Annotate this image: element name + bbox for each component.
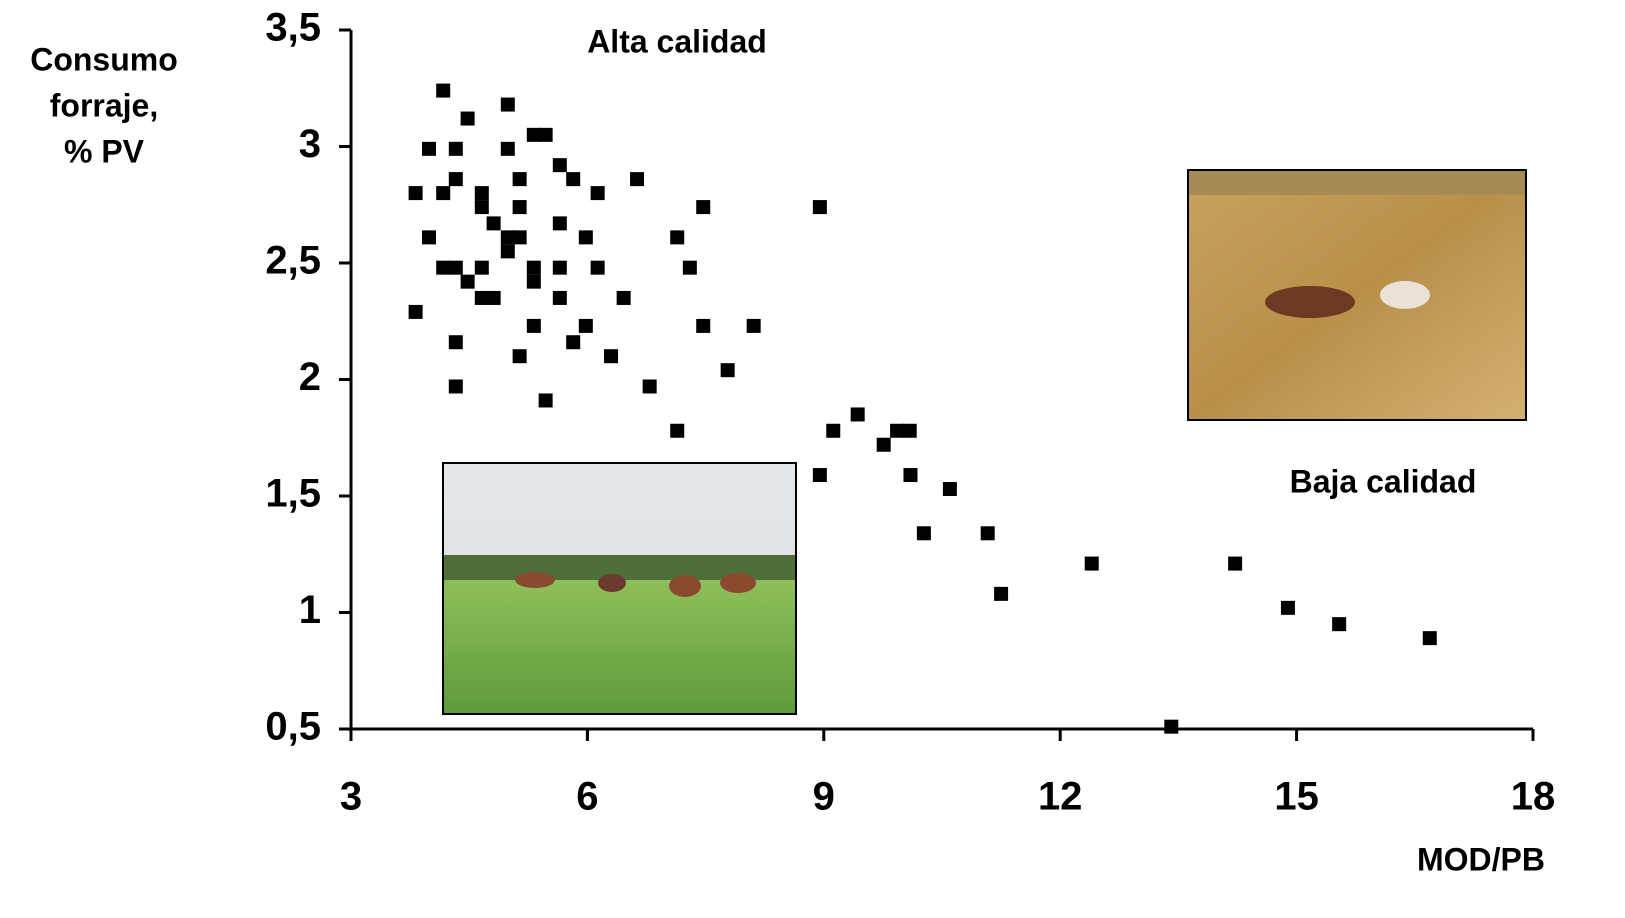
- point: [526, 318, 541, 333]
- y-tick-label: 3,5: [265, 6, 321, 50]
- point: [500, 244, 515, 259]
- point: [994, 586, 1009, 601]
- point: [890, 423, 905, 438]
- point: [812, 200, 827, 215]
- y-axis-label: forraje,: [50, 87, 158, 123]
- point: [408, 186, 423, 201]
- x-tick-label: 6: [576, 775, 598, 819]
- point: [552, 158, 567, 173]
- point: [980, 526, 995, 541]
- point: [552, 260, 567, 275]
- point: [616, 290, 631, 305]
- point: [1228, 556, 1243, 571]
- point: [590, 186, 605, 201]
- y-tick-label: 3: [299, 122, 321, 166]
- point: [566, 335, 581, 350]
- point: [500, 230, 515, 245]
- point: [526, 127, 541, 142]
- point: [538, 393, 553, 408]
- point: [512, 200, 527, 215]
- y-tick-label: 1: [299, 588, 321, 632]
- point: [850, 407, 865, 422]
- point: [696, 318, 711, 333]
- point: [460, 274, 475, 289]
- point: [642, 379, 657, 394]
- point: [526, 274, 541, 289]
- point: [916, 526, 931, 541]
- point: [876, 437, 891, 452]
- y-axis-label: Consumo: [30, 41, 178, 77]
- point: [422, 230, 437, 245]
- point: [812, 468, 827, 483]
- x-tick-label: 9: [813, 775, 835, 819]
- point: [942, 482, 957, 497]
- point: [552, 290, 567, 305]
- point: [474, 200, 489, 215]
- point: [630, 172, 645, 187]
- point: [670, 230, 685, 245]
- point: [604, 349, 619, 364]
- point: [696, 200, 711, 215]
- y-tick-label: 2,5: [265, 239, 321, 283]
- point: [512, 230, 527, 245]
- point: [448, 335, 463, 350]
- point: [720, 363, 735, 378]
- x-tick-label: 3: [340, 775, 362, 819]
- point: [448, 379, 463, 394]
- x-tick-label: 18: [1511, 775, 1556, 819]
- point: [474, 260, 489, 275]
- point: [578, 318, 593, 333]
- point: [474, 290, 489, 305]
- point: [500, 97, 515, 112]
- annotation: Baja calidad: [1290, 463, 1477, 499]
- point: [422, 141, 437, 156]
- point: [566, 172, 581, 187]
- point: [1422, 631, 1437, 646]
- point: [436, 260, 451, 275]
- point: [903, 468, 918, 483]
- photo-dry-pasture: [1187, 169, 1527, 421]
- annotation: Alta calidad: [587, 23, 767, 59]
- point: [1280, 600, 1295, 615]
- point: [526, 260, 541, 275]
- y-tick-label: 0,5: [265, 705, 321, 749]
- point: [746, 318, 761, 333]
- point: [486, 216, 501, 231]
- point: [512, 349, 527, 364]
- y-axis-label: % PV: [64, 133, 145, 169]
- point: [552, 216, 567, 231]
- point: [512, 172, 527, 187]
- point: [448, 141, 463, 156]
- point: [500, 141, 515, 156]
- point: [448, 172, 463, 187]
- x-tick-label: 12: [1038, 775, 1083, 819]
- point: [486, 290, 501, 305]
- point: [670, 423, 685, 438]
- point: [1084, 556, 1099, 571]
- point: [682, 260, 697, 275]
- point: [436, 186, 451, 201]
- point: [408, 304, 423, 319]
- point: [538, 127, 553, 142]
- x-tick-label: 15: [1274, 775, 1319, 819]
- point: [826, 423, 841, 438]
- point: [448, 260, 463, 275]
- point: [590, 260, 605, 275]
- y-tick-label: 1,5: [265, 472, 321, 516]
- point: [460, 111, 475, 126]
- point: [1164, 719, 1179, 734]
- photo-green-pasture: [442, 462, 797, 715]
- point: [474, 186, 489, 201]
- point: [436, 83, 451, 98]
- point: [1332, 617, 1347, 632]
- x-axis-label: MOD/PB: [1417, 841, 1545, 877]
- y-tick-label: 2: [299, 355, 321, 399]
- point: [902, 423, 917, 438]
- point: [578, 230, 593, 245]
